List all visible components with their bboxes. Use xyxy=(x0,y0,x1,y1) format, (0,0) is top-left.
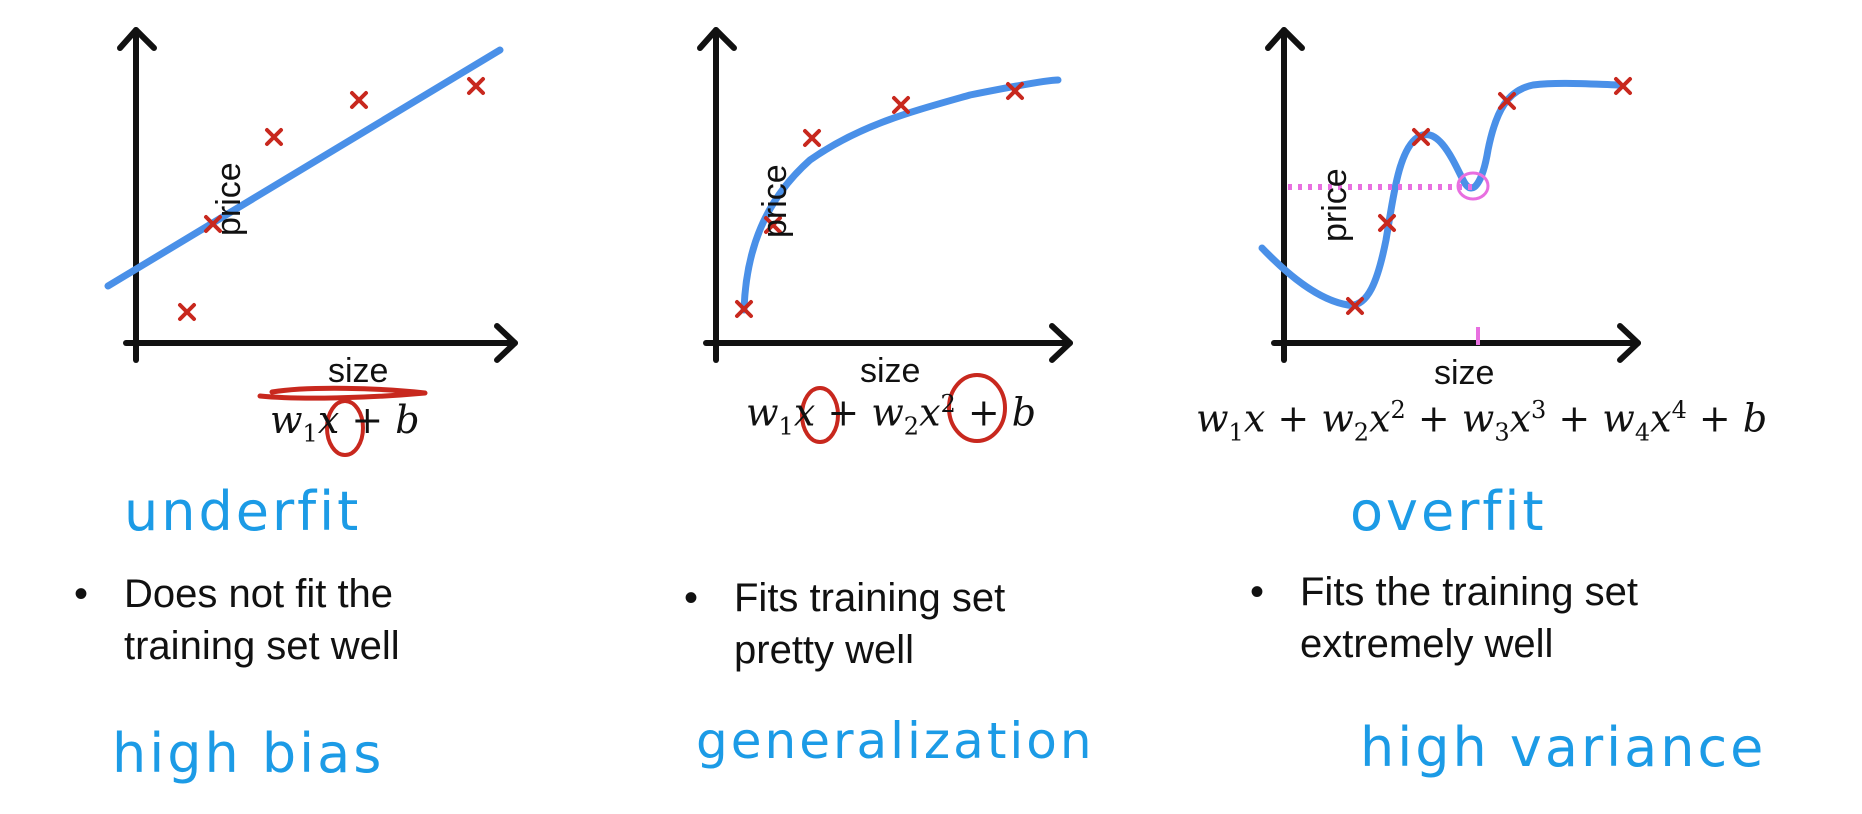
plot-underfit: price size xyxy=(104,0,680,457)
plot-underfit-svg xyxy=(104,27,518,457)
x-axis-arrowhead xyxy=(494,323,518,363)
description-line: Fits training set xyxy=(734,576,1006,620)
bullet-dot: • xyxy=(74,572,89,616)
x-axis-label: size xyxy=(860,352,921,390)
data-point xyxy=(1412,128,1430,146)
data-points xyxy=(735,82,1024,318)
formula-text: + b xyxy=(955,390,1037,435)
term-high-variance: high variance xyxy=(1360,716,1767,779)
strike-annotation xyxy=(257,385,428,401)
formula-subscript: 1 xyxy=(778,412,794,441)
formula-overfit: w1x + w2x2 + w3x3 + w4x4 + b xyxy=(1196,396,1767,446)
high-order-fit-curve xyxy=(1258,79,1622,309)
data-points xyxy=(1346,77,1632,315)
formula-text: x xyxy=(1369,396,1391,441)
description-overfit: • Fits the training set extremely well xyxy=(1250,566,1638,670)
formula-text: x xyxy=(919,390,941,435)
formula-text: x + w xyxy=(1243,396,1354,441)
title-overfit: overfit xyxy=(1350,480,1547,543)
formula-text: x xyxy=(1509,396,1532,441)
plot-just-right: price size xyxy=(697,0,1260,444)
data-point xyxy=(467,77,485,95)
formula-subscript: 1 xyxy=(1228,418,1244,447)
formula-text: + w xyxy=(1546,396,1635,441)
description-line: training set well xyxy=(124,624,400,668)
circle-annotation xyxy=(800,386,840,444)
formula-subscript: 3 xyxy=(1494,418,1510,447)
linear-fit-line xyxy=(104,46,504,290)
data-point xyxy=(1006,82,1024,100)
data-point xyxy=(350,91,368,109)
term-high-bias: high bias xyxy=(112,722,385,785)
data-point xyxy=(265,128,283,146)
formula-text: x + w xyxy=(793,390,904,435)
term-generalization: generalization xyxy=(696,712,1095,770)
y-axis-arrowhead xyxy=(117,27,157,51)
data-point xyxy=(178,303,196,321)
data-point xyxy=(204,215,222,233)
y-axis-arrowhead xyxy=(1265,27,1305,51)
formula-subscript: 2 xyxy=(903,412,920,441)
circle-annotation xyxy=(325,399,365,457)
formula-text: w xyxy=(746,390,779,435)
y-axis-label: price xyxy=(1316,168,1354,242)
data-point xyxy=(1498,92,1516,110)
formula-superscript: 2 xyxy=(1390,396,1406,424)
y-axis-label: price xyxy=(210,162,248,236)
description-line: Does not fit the xyxy=(124,572,394,616)
bullet-dot: • xyxy=(684,576,699,620)
description-just-right: • Fits training set pretty well xyxy=(684,572,1006,676)
formula-text: w xyxy=(270,398,303,442)
formula-text: x + b xyxy=(317,398,420,442)
data-point xyxy=(1378,214,1396,232)
y-axis-label: price xyxy=(756,164,794,238)
x-axis-label: size xyxy=(328,352,389,390)
plot-just-right-svg xyxy=(697,27,1073,444)
data-point xyxy=(1346,297,1364,315)
y-axis-arrowhead xyxy=(697,27,737,51)
circle-annotation xyxy=(947,373,1007,443)
data-point xyxy=(892,96,910,114)
data-points xyxy=(178,77,485,321)
formula-just-right: w1x + w2x2 + b xyxy=(746,390,1036,440)
description-underfit: • Does not fit the training set well xyxy=(74,568,400,672)
formula-subscript: 2 xyxy=(1353,418,1370,447)
formula-superscript: 2 xyxy=(940,390,956,418)
plot-overfit-svg xyxy=(1258,27,1641,363)
formula-subscript: 1 xyxy=(302,419,318,448)
data-point xyxy=(764,216,782,234)
x-axis-label: size xyxy=(1434,354,1495,392)
formula-subscript: 4 xyxy=(1634,418,1651,447)
data-point xyxy=(735,300,753,318)
quadratic-fit-curve xyxy=(740,76,1062,314)
formula-text: x xyxy=(1650,396,1672,441)
data-point xyxy=(1614,77,1632,95)
formula-text: + b xyxy=(1686,396,1768,441)
circle-annotation xyxy=(1456,171,1490,201)
description-line: pretty well xyxy=(734,628,915,672)
x-axis-arrowhead xyxy=(1049,323,1073,363)
bullet-dot: • xyxy=(1250,570,1265,614)
formula-text: w xyxy=(1196,396,1229,441)
formula-underfit: w1x + b xyxy=(270,398,420,448)
formula-text: + w xyxy=(1405,396,1495,441)
plot-overfit: price size xyxy=(1258,0,1828,440)
formula-superscript: 4 xyxy=(1671,396,1687,424)
x-axis-arrowhead xyxy=(1617,323,1641,363)
description-line: Fits the training set xyxy=(1300,570,1638,614)
data-point xyxy=(803,129,821,147)
formula-superscript: 3 xyxy=(1531,396,1547,424)
description-line: extremely well xyxy=(1300,622,1554,666)
title-underfit: underfit xyxy=(124,480,362,543)
